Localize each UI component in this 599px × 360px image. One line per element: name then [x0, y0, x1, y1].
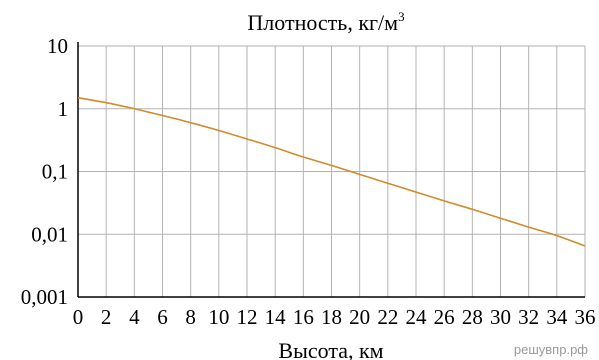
- x-tick-label: 30: [490, 305, 511, 329]
- grid-lines: [78, 45, 586, 297]
- x-tick-label: 34: [546, 305, 568, 329]
- y-tick-labels: 10 1 0,1 0,01 0,001: [21, 34, 68, 309]
- x-tick-label: 2: [101, 305, 112, 329]
- x-tick-label: 8: [185, 305, 196, 329]
- y-tick-label: 0,1: [42, 160, 68, 184]
- x-tick-label: 28: [462, 305, 483, 329]
- x-tick-label: 36: [575, 305, 596, 329]
- chart-title-text: Плотность, кг/м: [247, 10, 398, 35]
- x-tick-label: 20: [349, 305, 370, 329]
- x-tick-label: 32: [518, 305, 539, 329]
- x-tick-label: 0: [73, 305, 84, 329]
- x-tick-label: 22: [377, 305, 398, 329]
- x-tick-label: 18: [321, 305, 342, 329]
- x-tick-label: 16: [293, 305, 314, 329]
- x-axis-label: Высота, км: [278, 338, 383, 360]
- x-tick-label: 14: [265, 305, 287, 329]
- y-tick-label: 0,001: [21, 285, 68, 309]
- x-tick-label: 12: [237, 305, 258, 329]
- y-tick-label: 10: [47, 34, 68, 58]
- x-tick-label: 24: [406, 305, 428, 329]
- chart-title-superscript: 3: [398, 9, 405, 24]
- x-tick-label: 4: [129, 305, 140, 329]
- chart-title: Плотность, кг/м3: [247, 9, 404, 35]
- x-tick-label: 6: [157, 305, 168, 329]
- axes: [77, 42, 585, 298]
- x-tick-label: 26: [434, 305, 455, 329]
- series-layer: [77, 96, 586, 247]
- watermark: решувпр.рф: [514, 342, 588, 357]
- y-tick-label: 1: [58, 97, 69, 121]
- y-tick-label: 0,01: [31, 222, 68, 246]
- x-tick-label: 10: [208, 305, 229, 329]
- density-series-line: [77, 96, 586, 247]
- x-tick-labels: 0 2 4 6 8 10 12 14 16 18 20 22 24 26 28 30 32 34 36: [73, 305, 596, 329]
